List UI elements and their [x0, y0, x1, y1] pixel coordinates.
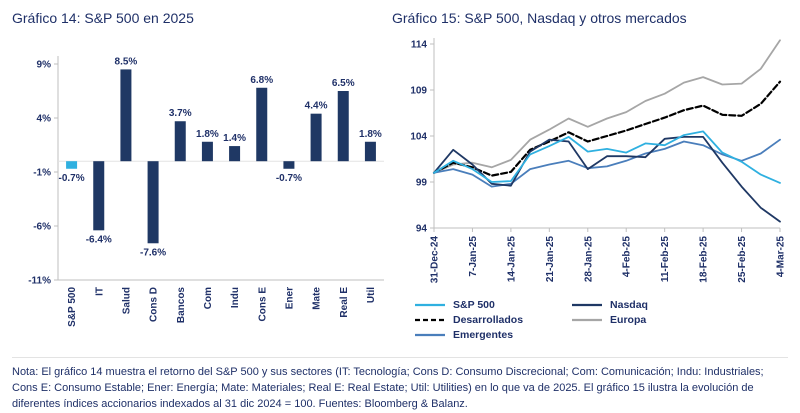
- bar-Ener: [283, 161, 295, 169]
- legend-label: Europa: [610, 314, 647, 326]
- bar-value-label: -6.4%: [86, 234, 112, 245]
- x-category-label: Salud: [121, 287, 132, 314]
- bar-value-label: 1.4%: [223, 133, 246, 144]
- legend-item-Nasdaq: Nasdaq: [571, 299, 648, 311]
- legend-column: S&P 500 Desarrollados Emergentes: [414, 299, 523, 341]
- x-date-label: 4-Mar-25: [776, 236, 787, 278]
- x-category-label: Real E: [339, 287, 350, 318]
- chart15-line-chart: 114 109 104 99 94 31-Dec-24 7-Jan-25 14-Jan-25 2…: [392, 32, 788, 299]
- bar-Salud: [120, 69, 132, 162]
- x-date-label: 25-Feb-25: [737, 236, 748, 283]
- legend-item-S&P 500: S&P 500: [414, 299, 523, 311]
- bar-value-label: 8.5%: [115, 56, 138, 67]
- x-category-label: Util: [366, 287, 377, 303]
- bar-Cons E: [256, 87, 268, 162]
- legend-line-sample: [415, 303, 445, 307]
- y-tick-label: 94: [416, 224, 428, 235]
- x-category-label: Indu: [230, 287, 241, 308]
- x-category-label: IT: [94, 287, 105, 296]
- x-date-label: 18-Feb-25: [699, 236, 710, 283]
- chart14-title: Gráfico 14: S&P 500 en 2025: [12, 10, 194, 26]
- y-tick-label: 4%: [37, 114, 52, 125]
- x-category-label: Ener: [284, 287, 295, 309]
- bar-Real E: [337, 91, 349, 162]
- x-date-label: 11-Feb-25: [660, 236, 671, 283]
- bar-chart-svg: 9% 4% -1% -6% -11% -0.7% S&P 500 -6.4% IT 8.5% Sal…: [28, 56, 384, 327]
- bar-value-label: 1.8%: [196, 129, 219, 140]
- x-category-label: S&P 500: [67, 287, 78, 327]
- series-line-S&P 500: [433, 130, 781, 184]
- legend-column: Nasdaq Europa: [571, 299, 648, 341]
- legend-line-sample: [572, 303, 603, 307]
- bar-value-label: 6.8%: [250, 75, 273, 86]
- legend-label: Nasdaq: [610, 299, 648, 311]
- bar-Indu: [229, 146, 241, 162]
- x-date-label: 21-Jan-25: [545, 236, 556, 283]
- bar-value-label: -0.7%: [59, 173, 85, 184]
- y-tick-label: 104: [410, 132, 427, 143]
- chart15-legend: S&P 500 Desarrollados Emergentes Nasdaq Euro…: [392, 299, 788, 341]
- series-line-Europa: [433, 39, 781, 174]
- x-category-label: Cons D: [149, 287, 160, 322]
- bar-IT: [93, 161, 105, 231]
- legend-line-sample: [415, 333, 445, 337]
- bar-value-label: 4.4%: [305, 101, 328, 112]
- bar-Bancos: [174, 121, 186, 162]
- x-category-label: Com: [203, 287, 214, 309]
- y-tick-label: -6%: [33, 222, 51, 233]
- legend-line-sample: [415, 318, 445, 322]
- x-date-label: 14-Jan-25: [506, 236, 517, 283]
- bar-S&P 500: [66, 161, 78, 169]
- legend-item-Europa: Europa: [571, 314, 648, 326]
- charts-row: Gráfico 14: S&P 500 en 2025 9% 4% -1% -6% -1…: [12, 10, 788, 349]
- y-tick-label: 99: [416, 178, 428, 189]
- x-date-label: 31-Dec-24: [430, 236, 441, 284]
- x-category-label: Mate: [312, 287, 323, 310]
- bar-value-label: 1.8%: [359, 129, 382, 140]
- x-category-label: Bancos: [176, 287, 187, 324]
- bar-value-label: 6.5%: [332, 78, 355, 89]
- y-tick-label: -11%: [28, 276, 51, 287]
- series-line-Emergentes: [433, 138, 781, 188]
- chart14-section: Gráfico 14: S&P 500 en 2025 9% 4% -1% -6% -1…: [12, 10, 392, 349]
- legend-item-Emergentes: Emergentes: [414, 329, 523, 341]
- series-line-Nasdaq: [433, 136, 781, 223]
- bar-value-label: -0.7%: [276, 173, 302, 184]
- y-tick-label: 109: [410, 86, 427, 97]
- legend-line-sample: [572, 318, 603, 322]
- y-tick-label: -1%: [33, 168, 51, 179]
- bar-value-label: 3.7%: [169, 108, 192, 119]
- y-tick-label: 114: [411, 40, 428, 51]
- bar-value-label: -7.6%: [140, 247, 166, 258]
- bar-Com: [201, 141, 213, 162]
- chart14-bar-chart: 9% 4% -1% -6% -11% -0.7% S&P 500 -6.4% IT 8.5% Sal…: [12, 44, 392, 349]
- legend-label: S&P 500: [453, 299, 495, 311]
- y-tick-label: 9%: [37, 60, 52, 71]
- bar-Cons D: [147, 161, 159, 244]
- legend-label: Emergentes: [453, 329, 514, 341]
- x-category-label: Cons E: [257, 287, 268, 322]
- legend-item-Desarrollados: Desarrollados: [414, 314, 523, 326]
- bar-Mate: [310, 113, 322, 162]
- chart15-title: Gráfico 15: S&P 500, Nasdaq y otros merc…: [392, 10, 687, 26]
- series-line-Desarrollados: [432, 80, 782, 177]
- x-date-label: 4-Feb-25: [622, 236, 633, 278]
- footnote: Nota: El gráfico 14 muestra el retorno d…: [12, 357, 788, 413]
- legend-label: Desarrollados: [453, 314, 524, 326]
- chart15-section: Gráfico 15: S&P 500, Nasdaq y otros merc…: [392, 10, 788, 349]
- x-date-label: 28-Jan-25: [583, 236, 594, 283]
- x-date-label: 7-Jan-25: [468, 236, 479, 277]
- bar-Util: [364, 141, 376, 162]
